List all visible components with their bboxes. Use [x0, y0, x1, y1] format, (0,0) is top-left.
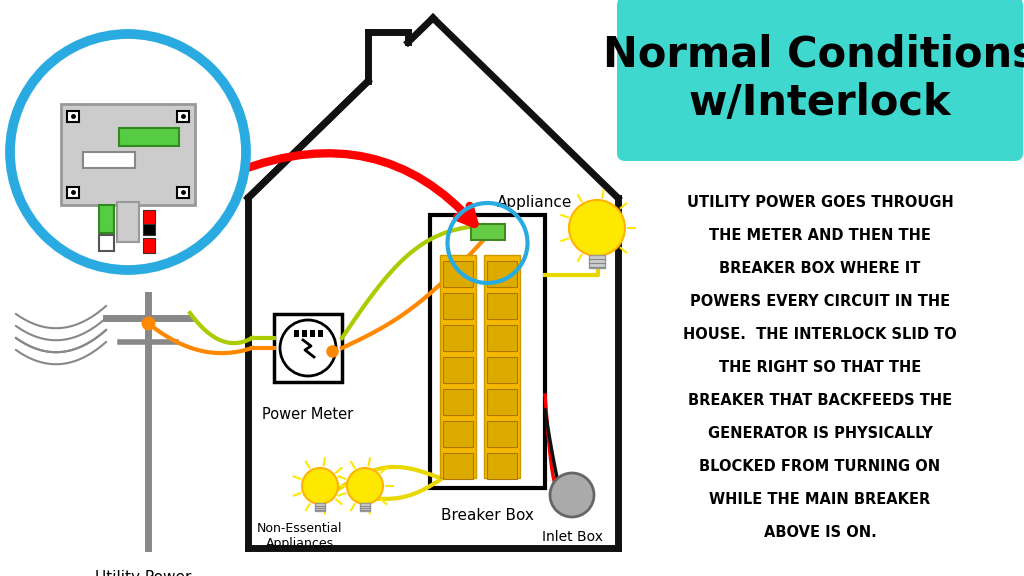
- FancyBboxPatch shape: [443, 325, 473, 351]
- FancyBboxPatch shape: [487, 357, 517, 383]
- Text: POWERS EVERY CIRCUIT IN THE: POWERS EVERY CIRCUIT IN THE: [690, 294, 950, 309]
- FancyBboxPatch shape: [487, 421, 517, 447]
- Text: HOUSE.  THE INTERLOCK SLID TO: HOUSE. THE INTERLOCK SLID TO: [683, 327, 956, 342]
- Circle shape: [302, 468, 338, 504]
- FancyBboxPatch shape: [177, 111, 189, 122]
- FancyBboxPatch shape: [617, 0, 1023, 161]
- FancyBboxPatch shape: [443, 293, 473, 319]
- Text: Normal Conditions
w/Interlock: Normal Conditions w/Interlock: [603, 34, 1024, 124]
- Text: BLOCKED FROM TURNING ON: BLOCKED FROM TURNING ON: [699, 459, 941, 474]
- FancyBboxPatch shape: [310, 330, 315, 337]
- FancyBboxPatch shape: [443, 357, 473, 383]
- FancyBboxPatch shape: [443, 261, 473, 287]
- FancyBboxPatch shape: [142, 210, 155, 225]
- FancyBboxPatch shape: [487, 261, 517, 287]
- FancyBboxPatch shape: [119, 128, 179, 146]
- FancyBboxPatch shape: [61, 104, 195, 205]
- Circle shape: [569, 200, 625, 256]
- FancyBboxPatch shape: [142, 237, 155, 252]
- FancyBboxPatch shape: [589, 255, 605, 268]
- Circle shape: [550, 473, 594, 517]
- FancyBboxPatch shape: [470, 224, 505, 240]
- FancyBboxPatch shape: [360, 503, 370, 511]
- FancyBboxPatch shape: [142, 223, 155, 234]
- FancyBboxPatch shape: [302, 330, 307, 337]
- FancyBboxPatch shape: [67, 187, 79, 198]
- FancyBboxPatch shape: [430, 215, 545, 488]
- Circle shape: [280, 320, 336, 376]
- FancyArrowPatch shape: [239, 153, 474, 224]
- FancyBboxPatch shape: [487, 325, 517, 351]
- Text: BREAKER BOX WHERE IT: BREAKER BOX WHERE IT: [719, 261, 921, 276]
- Text: Utility Power: Utility Power: [95, 570, 191, 576]
- Text: Breaker Box: Breaker Box: [441, 508, 534, 523]
- FancyBboxPatch shape: [484, 255, 520, 478]
- FancyBboxPatch shape: [99, 235, 114, 251]
- Circle shape: [347, 468, 383, 504]
- Text: GENERATOR IS PHYSICALLY: GENERATOR IS PHYSICALLY: [708, 426, 933, 441]
- FancyBboxPatch shape: [318, 330, 323, 337]
- Text: Inlet Box: Inlet Box: [542, 530, 602, 544]
- FancyBboxPatch shape: [443, 453, 473, 479]
- FancyBboxPatch shape: [443, 389, 473, 415]
- Text: THE RIGHT SO THAT THE: THE RIGHT SO THAT THE: [719, 360, 922, 375]
- Text: ABOVE IS ON.: ABOVE IS ON.: [764, 525, 877, 540]
- FancyBboxPatch shape: [443, 421, 473, 447]
- FancyBboxPatch shape: [315, 503, 325, 511]
- Text: BREAKER THAT BACKFEEDS THE: BREAKER THAT BACKFEEDS THE: [688, 393, 952, 408]
- FancyBboxPatch shape: [67, 111, 79, 122]
- Text: Appliance: Appliance: [498, 195, 572, 210]
- Text: WHILE THE MAIN BREAKER: WHILE THE MAIN BREAKER: [710, 492, 931, 507]
- FancyBboxPatch shape: [440, 255, 476, 478]
- FancyBboxPatch shape: [83, 152, 135, 168]
- Circle shape: [10, 34, 246, 270]
- Text: Power Meter: Power Meter: [262, 407, 353, 422]
- Text: UTILITY POWER GOES THROUGH: UTILITY POWER GOES THROUGH: [687, 195, 953, 210]
- FancyBboxPatch shape: [117, 202, 139, 242]
- Text: Non-Essential
Appliances: Non-Essential Appliances: [257, 522, 343, 550]
- FancyBboxPatch shape: [487, 453, 517, 479]
- FancyBboxPatch shape: [99, 205, 114, 233]
- FancyBboxPatch shape: [274, 314, 342, 382]
- FancyBboxPatch shape: [294, 330, 299, 337]
- Text: THE METER AND THEN THE: THE METER AND THEN THE: [709, 228, 931, 243]
- FancyBboxPatch shape: [487, 389, 517, 415]
- FancyBboxPatch shape: [487, 293, 517, 319]
- FancyBboxPatch shape: [177, 187, 189, 198]
